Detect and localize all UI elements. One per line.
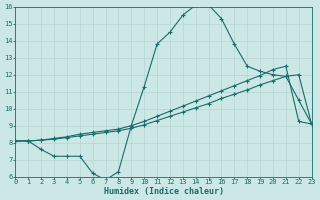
- X-axis label: Humidex (Indice chaleur): Humidex (Indice chaleur): [103, 187, 223, 196]
